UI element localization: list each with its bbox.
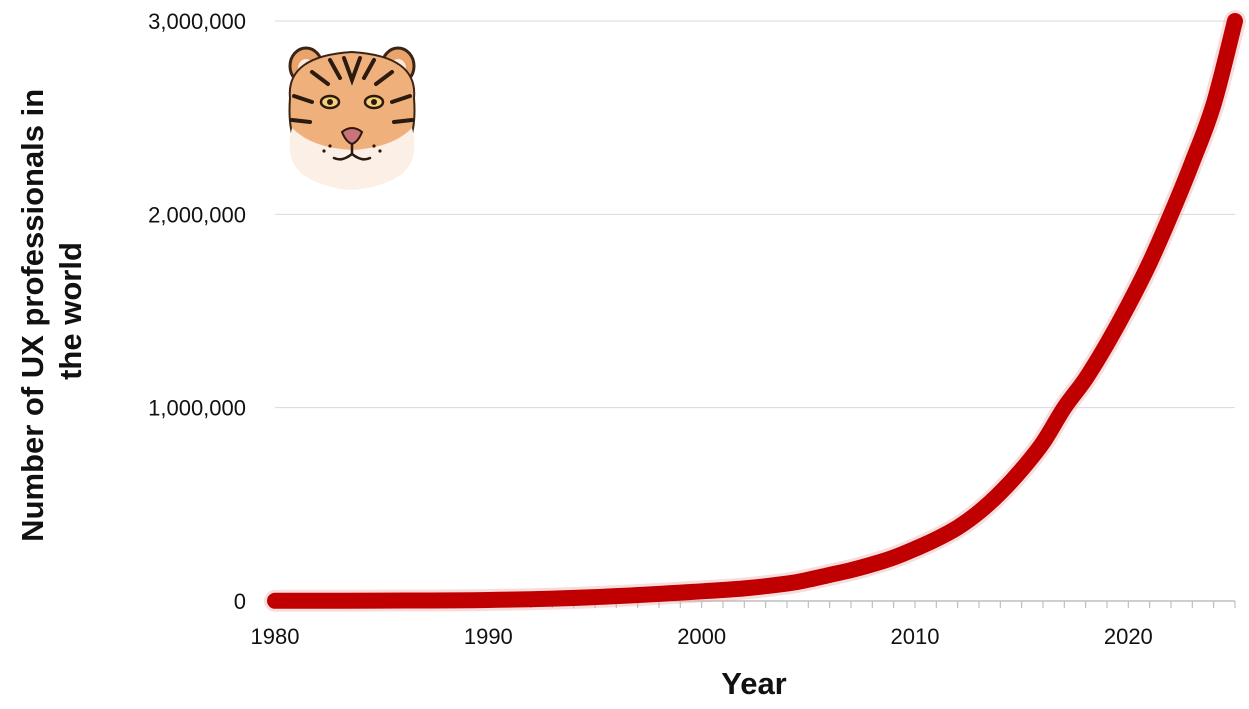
- series-line: [267, 13, 1243, 609]
- x-tick-label: 2000: [677, 624, 726, 649]
- y-tick-label: 3,000,000: [148, 9, 246, 34]
- x-axis-title: Year: [721, 666, 787, 701]
- y-axis-title-line-2: the world: [53, 242, 88, 380]
- series-line-shadow: [264, 10, 1246, 612]
- tiger-face-illustration: [288, 46, 416, 190]
- y-axis-tick-labels: 0 1,000,000 2,000,000 3,000,000: [148, 9, 246, 614]
- y-tick-label: 0: [234, 589, 246, 614]
- x-tick-label: 2020: [1104, 624, 1153, 649]
- y-axis-title: Number of UX professionals in the world: [15, 80, 88, 542]
- x-tick-label: 2010: [891, 624, 940, 649]
- x-tick-label: 1990: [464, 624, 513, 649]
- y-axis-title-line-1: Number of UX professionals in: [15, 89, 50, 542]
- y-tick-label: 2,000,000: [148, 202, 246, 227]
- x-axis-tick-labels: 1980 1990 2000 2010 2020: [251, 624, 1153, 649]
- y-tick-label: 1,000,000: [148, 396, 246, 421]
- series-layer: [264, 10, 1246, 612]
- x-tick-label: 1980: [251, 624, 300, 649]
- grid-lines: [275, 20, 1235, 409]
